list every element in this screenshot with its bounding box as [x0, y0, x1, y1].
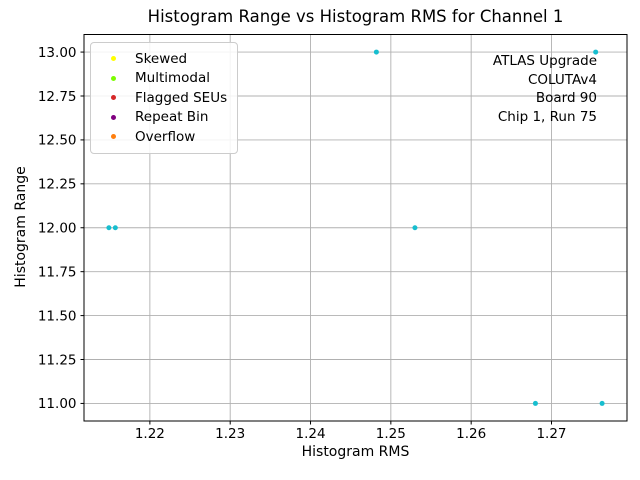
- legend-entry-label: Flagged SEUs: [135, 89, 228, 106]
- chart-title: Histogram Range vs Histogram RMS for Cha…: [147, 7, 564, 26]
- y-tick-label: 12.75: [38, 89, 77, 105]
- y-axis-label: Histogram Range: [13, 166, 29, 288]
- x-tick-label: 1.23: [215, 426, 245, 442]
- data-point: [373, 49, 379, 55]
- x-tick-label: 1.26: [456, 426, 486, 442]
- data-point: [112, 225, 118, 231]
- x-axis-label: Histogram RMS: [301, 444, 410, 460]
- x-tick-label: 1.27: [536, 426, 566, 442]
- legend: Skewed Multimodal Flagged SEUs Repeat Bin Ov…: [90, 42, 239, 154]
- annotation-line: ATLAS Upgrade: [492, 53, 597, 69]
- green-dot-icon: [101, 75, 125, 81]
- data-point: [532, 400, 538, 406]
- data-point: [599, 400, 605, 406]
- data-point: [412, 225, 418, 231]
- x-tick-label: 1.25: [376, 426, 406, 442]
- data-point: [106, 225, 112, 231]
- yellow-dot-icon: [101, 56, 125, 62]
- x-tick-label: 1.22: [135, 426, 165, 442]
- legend-entry-label: Overflow: [135, 128, 196, 145]
- legend-entry: Flagged SEUs: [101, 88, 227, 108]
- annotation-line: Board 90: [535, 90, 597, 106]
- annotation-line: Chip 1, Run 75: [497, 108, 597, 125]
- legend-entry: Repeat Bin: [101, 108, 227, 128]
- legend-entry-label: Multimodal: [135, 70, 211, 87]
- y-tick-label: 11.25: [38, 352, 77, 368]
- legend-entry: Skewed: [101, 49, 227, 69]
- y-tick-label: 12.00: [38, 221, 77, 237]
- legend-entry-label: Repeat Bin: [135, 109, 209, 126]
- orange-dot-icon: [101, 134, 125, 140]
- y-tick-label: 12.25: [38, 177, 77, 193]
- legend-entry: Overflow: [101, 127, 227, 147]
- x-tick-label: 1.24: [295, 426, 325, 442]
- y-tick-label: 11.75: [38, 264, 77, 280]
- legend-entry-label: Skewed: [135, 50, 188, 67]
- legend-entry: Multimodal: [101, 69, 227, 89]
- annotation-line: COLUTAv4: [527, 71, 597, 88]
- data-point: [593, 49, 599, 55]
- red-dot-icon: [101, 95, 125, 101]
- y-tick-label: 13.00: [38, 45, 77, 61]
- plot-border: [83, 34, 628, 422]
- y-tick-label: 12.50: [38, 133, 77, 149]
- annotation-block: ATLAS Upgrade COLUTAv4 Board 90 Chip 1, Run…: [493, 52, 597, 126]
- purple-dot-icon: [101, 114, 125, 120]
- y-tick-label: 11.50: [38, 308, 77, 324]
- y-tick-label: 11.00: [38, 396, 77, 412]
